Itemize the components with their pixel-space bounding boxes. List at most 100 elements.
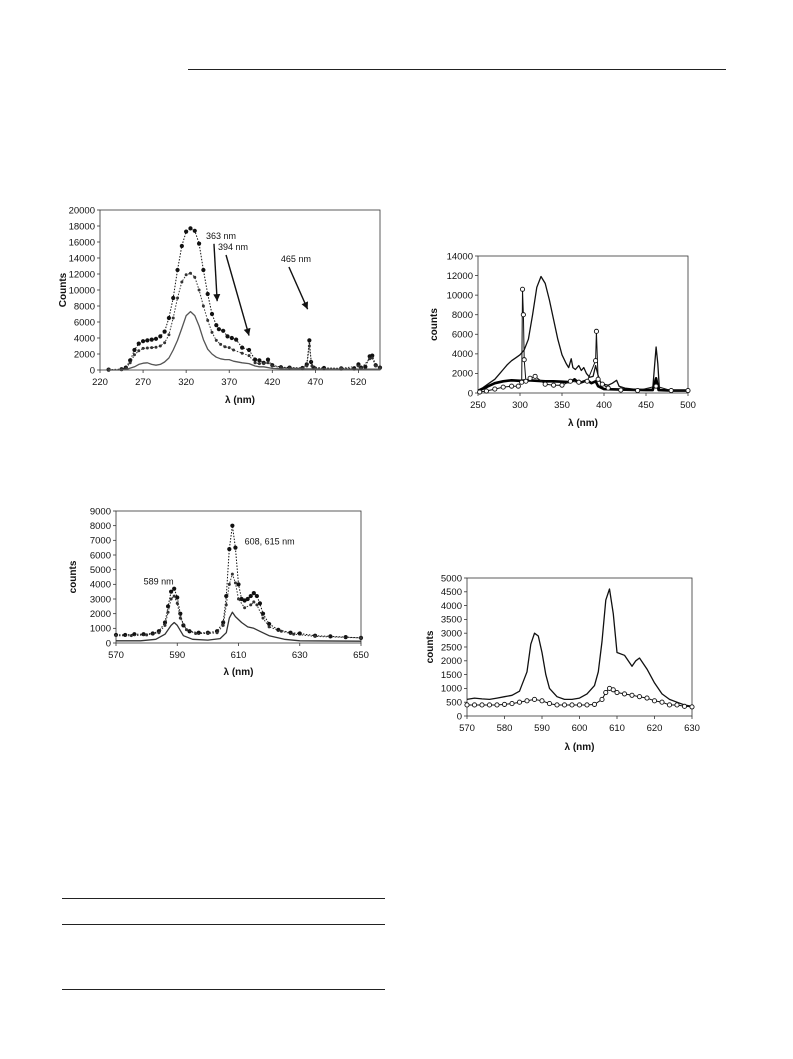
chart-3-ytick-label: 0 [106,638,111,649]
chart-1-data-point [140,339,146,344]
chart-3-data-point [169,589,174,594]
chart-4-data-point [603,689,609,696]
chart-4-data-point [681,703,688,709]
chart-3-xtick-label: 570 [108,650,124,661]
chart-1-data-point [153,336,159,341]
chart-4-ytick-label: 4500 [441,587,462,598]
chart-2-xtick-label: 400 [596,400,612,411]
chart-1-data-point [184,273,188,277]
chart-1-data-point [227,346,231,350]
chart-2-data-point [599,381,605,387]
chart-4-yaxis-label: counts [425,630,436,663]
chart-3-ytick-label: 8000 [90,521,111,532]
chart-4-data-point [651,698,658,704]
chart-1-ytick-label: 0 [90,365,95,376]
chart-1-data-point [154,345,158,349]
chart-1-ytick-label: 12000 [69,269,95,280]
chart-1-data-point [374,364,378,368]
chart-1-data-point [176,296,180,300]
chart-3-annotation-label: 608, 615 nm [245,537,295,547]
chart-3-data-point [292,632,296,636]
chart-1-data-point [193,275,197,279]
chart-1-data-point [150,346,154,350]
chart-1-data-point [221,328,226,333]
chart-1-data-point [197,288,201,292]
chart-3-ytick-label: 9000 [90,506,111,517]
chart-1-data-point [128,358,133,363]
chart-2-ytick-label: 10000 [447,290,473,301]
chart-1-data-point [205,291,210,297]
chart-1-data-point [240,351,244,355]
chart-2-data-point [519,379,525,385]
chart-4-ytick-label: 1000 [441,684,462,695]
chart-2-ytick-label: 8000 [452,310,473,321]
chart-2-data-point [492,386,498,392]
chart-1-data-point [137,349,141,353]
chart-1-data-point [225,334,230,339]
chart-3-data-point [181,623,186,628]
chart-4-xtick-label: 590 [534,723,550,734]
chart-4-xaxis-label: λ (nm) [565,742,595,753]
chart-3-data-point [175,601,179,605]
chart-3-data-point [196,630,201,635]
chart-2-data-point [567,378,573,384]
chart-1-data-point [229,335,234,341]
chart-4-data-point [539,698,545,704]
chart-2-xtick-label: 250 [470,400,486,411]
chart-4-ytick-label: 1500 [441,670,462,681]
chart-4-data-point [464,702,470,708]
chart-2-ytick-label: 12000 [447,271,473,282]
chart-2-series-1 [477,275,689,392]
chart-3-data-point [141,632,146,637]
chart-2-data-point [605,385,611,391]
chart-1-data-point [370,356,374,360]
chart-1-ytick-label: 4000 [74,333,95,344]
chart-4-series-2 [464,685,695,710]
chart-1-data-point [252,357,258,362]
chart-1-data-point [214,323,219,328]
chart-1-data-point [136,341,141,346]
chart-2-data-point [527,375,533,381]
chart-1-data-point [206,318,210,322]
chart-4-data-point [610,687,616,693]
chart-1-annotation-label: 465 nm [281,254,311,264]
chart-1-data-point [210,330,214,334]
chart-4-svg: 0 500 1000 1500 2000 2500 3000 3500 4000 4500 5000… [425,573,700,753]
chart-4-data-point [629,692,635,698]
chart-1-annotation-arrow [225,254,250,336]
chart-4-data-point [479,702,485,708]
chart-4-data-point [659,699,665,705]
chart-3-data-point [251,591,256,596]
chart-1-data-point [240,345,245,350]
chart-3-data-point [157,631,161,635]
chart-1-data-point [257,362,261,366]
chart-4-ytick-label: 500 [446,698,462,709]
chart-4-data-point [591,701,598,707]
chart-4-data-point [494,702,500,708]
chart-3-series-1-line [116,525,362,639]
chart-1-annotation-label: 394 nm [218,242,248,252]
chart-3-data-point [165,604,171,609]
chart-2-ytick-label: 2000 [452,369,473,380]
chart-3-data-point [245,596,250,602]
chart-2-data-point [520,312,526,318]
chart-3-data-point [230,572,234,576]
chart-2-data-point [519,286,526,292]
chart-2-data-point [653,383,659,389]
chart-4-xtick-label: 630 [684,723,700,734]
chart-3-data-point [194,631,198,635]
chart-4-xtick-label: 580 [497,723,513,734]
chart-1-annotation-label: 363 nm [206,231,236,241]
chart-1-data-point [209,311,215,317]
chart-3-series-3 [116,611,362,642]
chart-3-ytick-label: 1000 [90,624,111,635]
chart-1-data-point [196,241,202,246]
chart-3-xaxis-label: λ (nm) [224,667,254,678]
chart-1-data-point [307,344,311,348]
chart-excitation-counts-2: 0 2000 4000 6000 8000 10000 12000 14000 250 300 35… [420,248,705,438]
header-rule [188,69,726,70]
chart-2-data-point [532,373,538,379]
chart-1-data-point [179,243,184,249]
chart-4-data-point [599,696,605,702]
chart-3-data-point [233,545,238,550]
